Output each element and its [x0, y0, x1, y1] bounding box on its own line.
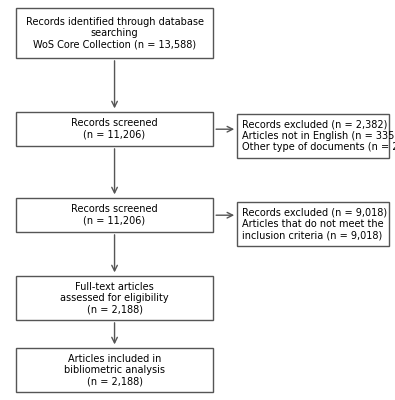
Text: Records excluded (n = 9,018): Records excluded (n = 9,018) — [242, 208, 387, 218]
Text: Records excluded (n = 2,382): Records excluded (n = 2,382) — [242, 120, 387, 130]
Text: Records screened: Records screened — [71, 204, 158, 214]
Text: Full-text articles: Full-text articles — [75, 282, 154, 292]
Text: Records screened: Records screened — [71, 118, 158, 128]
Text: (n = 2,188): (n = 2,188) — [87, 304, 143, 314]
FancyBboxPatch shape — [16, 198, 213, 232]
Text: (n = 2,188): (n = 2,188) — [87, 376, 143, 386]
FancyBboxPatch shape — [237, 114, 389, 158]
FancyBboxPatch shape — [16, 276, 213, 320]
FancyBboxPatch shape — [237, 202, 389, 246]
FancyBboxPatch shape — [16, 8, 213, 58]
Text: searching: searching — [91, 28, 138, 38]
Text: Other type of documents (n = 2,047): Other type of documents (n = 2,047) — [242, 142, 395, 152]
Text: Articles included in: Articles included in — [68, 354, 161, 364]
FancyBboxPatch shape — [16, 112, 213, 146]
Text: (n = 11,206): (n = 11,206) — [83, 216, 146, 226]
Text: assessed for eligibility: assessed for eligibility — [60, 293, 169, 303]
Text: bibliometric analysis: bibliometric analysis — [64, 365, 165, 375]
Text: (n = 11,206): (n = 11,206) — [83, 130, 146, 140]
Text: Articles that do not meet the: Articles that do not meet the — [242, 219, 384, 229]
FancyBboxPatch shape — [16, 348, 213, 392]
Text: Articles not in English (n = 335): Articles not in English (n = 335) — [242, 131, 395, 141]
Text: Records identified through database: Records identified through database — [26, 17, 203, 27]
Text: inclusion criteria (n = 9,018): inclusion criteria (n = 9,018) — [242, 230, 382, 240]
Text: WoS Core Collection (n = 13,588): WoS Core Collection (n = 13,588) — [33, 39, 196, 49]
